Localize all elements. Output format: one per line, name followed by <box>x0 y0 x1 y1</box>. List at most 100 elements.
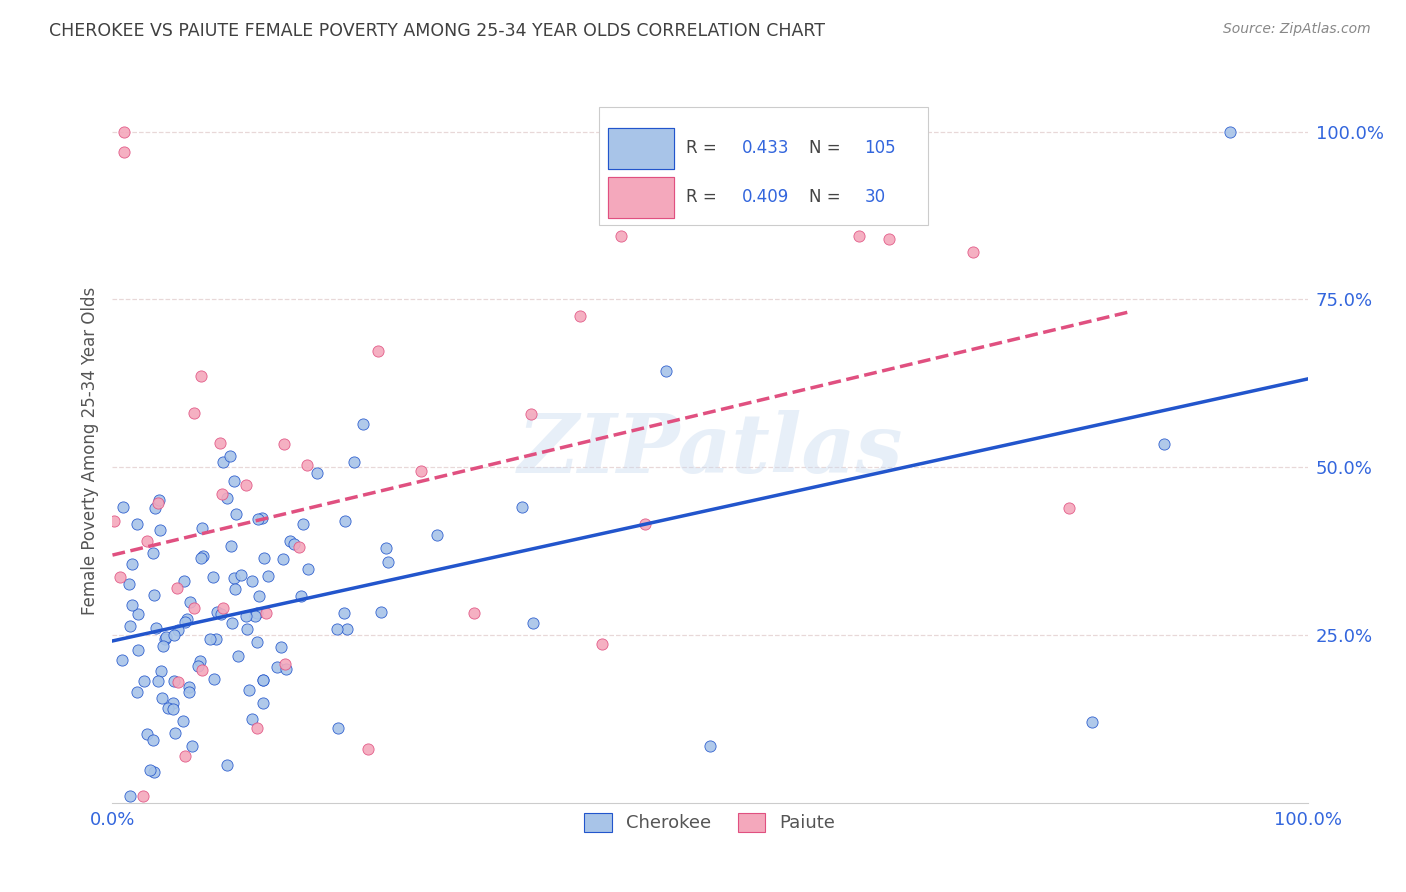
Point <box>114 145 135 159</box>
Point <box>173 615 195 630</box>
Point <box>205 605 228 619</box>
Point <box>190 369 212 384</box>
Point <box>235 478 257 492</box>
Point <box>167 624 190 638</box>
Point <box>1219 125 1241 139</box>
Point <box>163 628 186 642</box>
Point <box>568 309 591 323</box>
Point <box>274 662 297 676</box>
Point <box>179 680 201 694</box>
Point <box>112 500 135 515</box>
Point <box>307 466 329 480</box>
Point <box>162 696 184 710</box>
Point <box>162 702 184 716</box>
Point <box>121 598 143 612</box>
Point <box>654 364 676 378</box>
Text: ZIPatlas: ZIPatlas <box>517 410 903 491</box>
Point <box>191 521 214 535</box>
Point <box>240 574 263 588</box>
Point <box>148 493 170 508</box>
Point <box>409 464 432 478</box>
Point <box>240 712 263 726</box>
FancyBboxPatch shape <box>599 106 928 225</box>
Point <box>610 229 633 244</box>
Point <box>138 764 160 778</box>
Point <box>273 437 295 451</box>
Point <box>142 732 165 747</box>
Point <box>127 684 149 698</box>
Point <box>188 654 211 668</box>
Point <box>246 635 269 649</box>
Point <box>183 601 205 615</box>
Point <box>280 533 302 548</box>
Point <box>297 562 319 576</box>
Text: R =: R = <box>686 188 723 206</box>
Point <box>290 590 312 604</box>
Point <box>134 674 156 689</box>
Point <box>132 789 155 803</box>
Point <box>375 541 398 556</box>
Point <box>211 455 233 469</box>
Point <box>191 549 214 564</box>
Point <box>153 632 176 646</box>
Point <box>634 516 657 531</box>
Point <box>295 458 318 472</box>
Point <box>150 690 173 705</box>
Point <box>254 606 277 620</box>
Point <box>291 517 314 532</box>
Text: 105: 105 <box>865 139 896 157</box>
Point <box>179 685 201 699</box>
Point <box>325 622 347 636</box>
Point <box>149 665 172 679</box>
Point <box>266 660 288 674</box>
Point <box>343 455 366 469</box>
Point <box>142 546 165 560</box>
Point <box>463 606 485 620</box>
Point <box>252 673 274 687</box>
Point <box>127 643 149 657</box>
Text: R =: R = <box>686 139 723 157</box>
Point <box>520 407 543 421</box>
Point <box>120 789 142 803</box>
FancyBboxPatch shape <box>609 128 675 169</box>
Point <box>146 496 169 510</box>
Point <box>236 622 259 636</box>
Point <box>1081 715 1104 730</box>
Point <box>217 491 239 506</box>
Point <box>155 630 177 644</box>
Point <box>108 569 131 583</box>
Point <box>114 125 135 139</box>
Point <box>118 619 141 633</box>
Point <box>510 500 533 514</box>
Point <box>209 607 232 622</box>
Point <box>202 673 225 687</box>
Point <box>238 683 260 698</box>
Text: Source: ZipAtlas.com: Source: ZipAtlas.com <box>1223 22 1371 37</box>
Point <box>181 739 204 753</box>
Point <box>370 606 392 620</box>
Point <box>156 700 179 714</box>
Point <box>121 557 143 571</box>
Point <box>326 721 349 735</box>
Point <box>152 639 174 653</box>
Point <box>163 726 186 740</box>
Point <box>173 748 195 763</box>
Text: 0.433: 0.433 <box>742 139 790 157</box>
Point <box>228 648 250 663</box>
Y-axis label: Female Poverty Among 25-34 Year Olds: Female Poverty Among 25-34 Year Olds <box>80 286 98 615</box>
Point <box>172 714 194 728</box>
Point <box>522 616 544 631</box>
Point <box>245 721 267 735</box>
Point <box>149 523 172 537</box>
Point <box>221 615 243 630</box>
Point <box>198 632 221 647</box>
Point <box>222 474 245 488</box>
Point <box>173 574 195 589</box>
Point <box>252 673 274 688</box>
Point <box>225 507 247 521</box>
Point <box>176 612 198 626</box>
Point <box>245 609 267 624</box>
Point <box>209 436 232 450</box>
Point <box>212 601 235 615</box>
Point <box>336 622 359 636</box>
